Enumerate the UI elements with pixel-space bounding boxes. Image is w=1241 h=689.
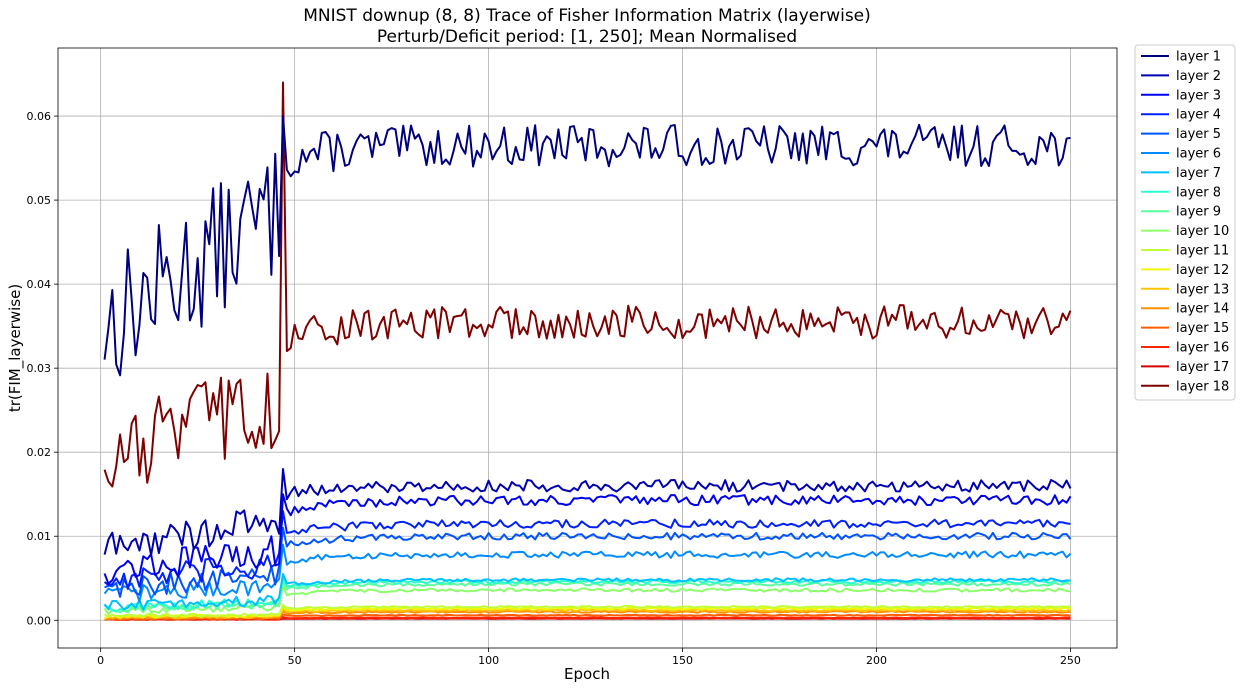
legend-label: layer 5 — [1176, 127, 1221, 142]
legend-label: layer 9 — [1176, 205, 1221, 220]
legend-label: layer 4 — [1176, 108, 1221, 123]
legend-label: layer 16 — [1176, 341, 1229, 356]
legend-label: layer 8 — [1176, 185, 1221, 200]
series-line-layer-18 — [103, 81, 1072, 488]
legend-label: layer 2 — [1176, 69, 1221, 84]
series-line-layer-1 — [103, 115, 1071, 377]
chart-title: MNIST downup (8, 8) Trace of Fisher Info… — [303, 6, 871, 26]
series-line-layer-11 — [104, 604, 1071, 618]
legend-label: layer 7 — [1176, 166, 1221, 181]
x-axis-label: Epoch — [564, 665, 610, 683]
x-tick-label: 100 — [478, 654, 499, 667]
series-line-layer-7 — [103, 573, 1071, 611]
x-axis-ticks: 0 50 100 150 200 250 — [97, 648, 1081, 667]
legend-label: layer 14 — [1176, 302, 1229, 317]
series-line-layer-2 — [103, 468, 1072, 556]
plot-frame — [57, 47, 1118, 649]
y-tick-label: 0.01 — [27, 530, 52, 543]
legend-label: layer 17 — [1176, 360, 1229, 375]
x-tick-label: 200 — [866, 654, 887, 667]
series-line-layer-6 — [103, 543, 1072, 603]
series-line-layer-5 — [104, 526, 1072, 598]
y-axis-ticks: 0.00 0.01 0.02 0.03 0.04 0.05 0.06 — [27, 110, 58, 627]
series-line-layer-16 — [104, 615, 1071, 621]
y-tick-label: 0.06 — [27, 110, 52, 123]
series-line-layer-8 — [103, 575, 1071, 613]
legend-label: layer 10 — [1176, 224, 1229, 239]
series-line-layer-4 — [103, 510, 1071, 590]
legend: layer 1 layer 2 layer 3 layer 4 layer 5 layer… — [1134, 44, 1236, 401]
x-tick-label: 50 — [288, 654, 302, 667]
legend-label: layer 3 — [1176, 88, 1221, 103]
legend-label: layer 18 — [1176, 379, 1229, 394]
series-line-layer-3 — [103, 493, 1072, 585]
series-line-layer-10 — [103, 583, 1071, 616]
legend-label: layer 1 — [1176, 50, 1221, 65]
y-tick-label: 0.00 — [27, 614, 52, 627]
series-line-layer-13 — [103, 607, 1071, 620]
chart-subtitle: Perturb/Deficit period: [1, 250]; Mean N… — [377, 27, 797, 47]
legend-label: layer 11 — [1176, 244, 1229, 259]
x-tick-label: 0 — [97, 654, 104, 667]
series-lines — [103, 81, 1072, 621]
legend-label: layer 6 — [1176, 147, 1221, 162]
legend-label: layer 13 — [1176, 282, 1229, 297]
y-tick-label: 0.02 — [27, 446, 52, 459]
y-tick-label: 0.03 — [27, 362, 52, 375]
x-tick-label: 250 — [1060, 654, 1081, 667]
y-axis-label: tr(FIM_layerwise) — [6, 284, 25, 412]
y-tick-label: 0.05 — [27, 194, 52, 207]
y-tick-label: 0.04 — [27, 278, 52, 291]
x-tick-label: 150 — [672, 654, 693, 667]
legend-label: layer 12 — [1176, 263, 1229, 278]
grid — [58, 48, 1117, 648]
legend-label: layer 15 — [1176, 321, 1229, 336]
